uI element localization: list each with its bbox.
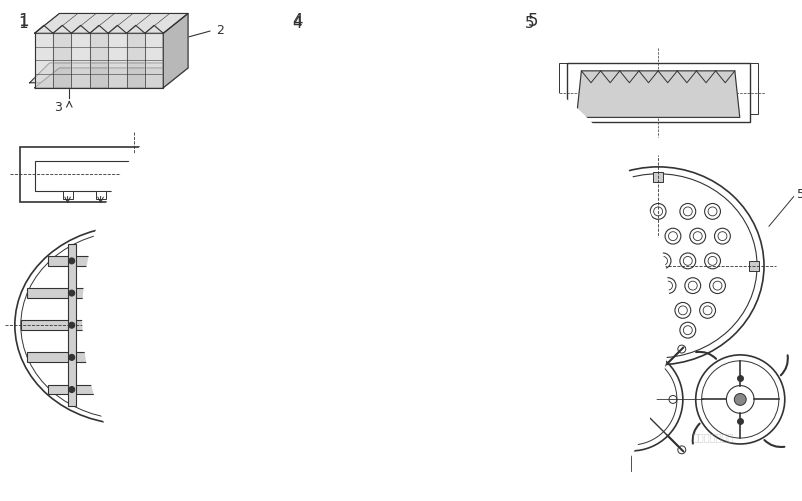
Circle shape [107, 259, 112, 265]
Text: 6: 6 [612, 230, 622, 247]
Circle shape [144, 387, 151, 393]
Circle shape [107, 291, 112, 297]
Bar [293, 351, 303, 361]
Bar [557, 262, 567, 271]
Bar [395, 199, 414, 246]
Circle shape [69, 291, 75, 297]
Circle shape [735, 394, 746, 406]
Bar [310, 199, 330, 246]
Circle shape [626, 394, 638, 406]
Polygon shape [71, 34, 90, 89]
Polygon shape [30, 64, 178, 84]
Text: 4: 4 [292, 13, 302, 31]
Circle shape [69, 323, 75, 329]
Bar [68, 245, 75, 406]
Bar [559, 64, 566, 115]
Bar [181, 245, 189, 406]
Circle shape [183, 387, 188, 393]
Circle shape [69, 259, 75, 265]
Circle shape [107, 355, 112, 361]
Circle shape [144, 259, 151, 265]
Circle shape [69, 387, 75, 393]
Bar [566, 64, 750, 123]
Bar [449, 271, 459, 281]
Bar [21, 321, 237, 331]
Polygon shape [108, 34, 127, 89]
Circle shape [144, 355, 151, 361]
Text: 6: 6 [609, 230, 618, 244]
Bar [27, 353, 230, 363]
Text: 5: 5 [528, 13, 538, 31]
Bar [653, 350, 663, 360]
Circle shape [107, 387, 112, 393]
Text: 5: 5 [796, 187, 802, 200]
Bar [338, 199, 358, 246]
Text: 4: 4 [427, 226, 435, 238]
Polygon shape [90, 34, 108, 89]
Bar [48, 257, 209, 267]
Bar [282, 199, 302, 246]
Bar [422, 199, 442, 246]
Bar [63, 191, 72, 199]
Bar [270, 192, 282, 241]
Circle shape [183, 323, 188, 329]
Bar [128, 191, 139, 199]
Bar [750, 64, 758, 115]
Bar [449, 351, 459, 361]
Bar [293, 271, 303, 281]
Bar [195, 191, 205, 199]
Polygon shape [34, 34, 53, 89]
Bar [367, 199, 386, 246]
Bar [106, 233, 114, 418]
Text: 2: 2 [216, 24, 224, 37]
Bar [34, 161, 233, 191]
Text: 安捷网络化工版: 安捷网络化工版 [693, 431, 734, 441]
Text: 1: 1 [18, 13, 28, 31]
Polygon shape [34, 69, 188, 89]
Circle shape [107, 323, 112, 329]
Ellipse shape [82, 32, 670, 501]
Circle shape [183, 259, 188, 265]
Polygon shape [577, 72, 739, 118]
Bar [144, 233, 152, 418]
Text: 1: 1 [18, 17, 27, 32]
Polygon shape [145, 34, 164, 89]
Bar [20, 148, 247, 202]
Bar [27, 289, 230, 299]
Ellipse shape [290, 49, 462, 142]
Bar [48, 385, 209, 395]
Circle shape [183, 355, 188, 361]
Bar [282, 192, 470, 252]
Bar [450, 199, 470, 246]
Polygon shape [53, 34, 71, 89]
Polygon shape [34, 15, 188, 34]
Bar [749, 262, 759, 271]
Bar [162, 191, 172, 199]
Circle shape [144, 323, 151, 329]
Circle shape [183, 291, 188, 297]
Text: 3: 3 [55, 101, 63, 114]
Bar [653, 172, 663, 182]
Bar [95, 191, 106, 199]
Text: 1: 1 [274, 207, 282, 220]
Circle shape [144, 291, 151, 297]
Bar [470, 192, 482, 241]
Polygon shape [127, 34, 145, 89]
Text: 4: 4 [292, 17, 302, 32]
Circle shape [69, 355, 75, 361]
Text: 5: 5 [525, 17, 534, 32]
Polygon shape [164, 15, 188, 89]
